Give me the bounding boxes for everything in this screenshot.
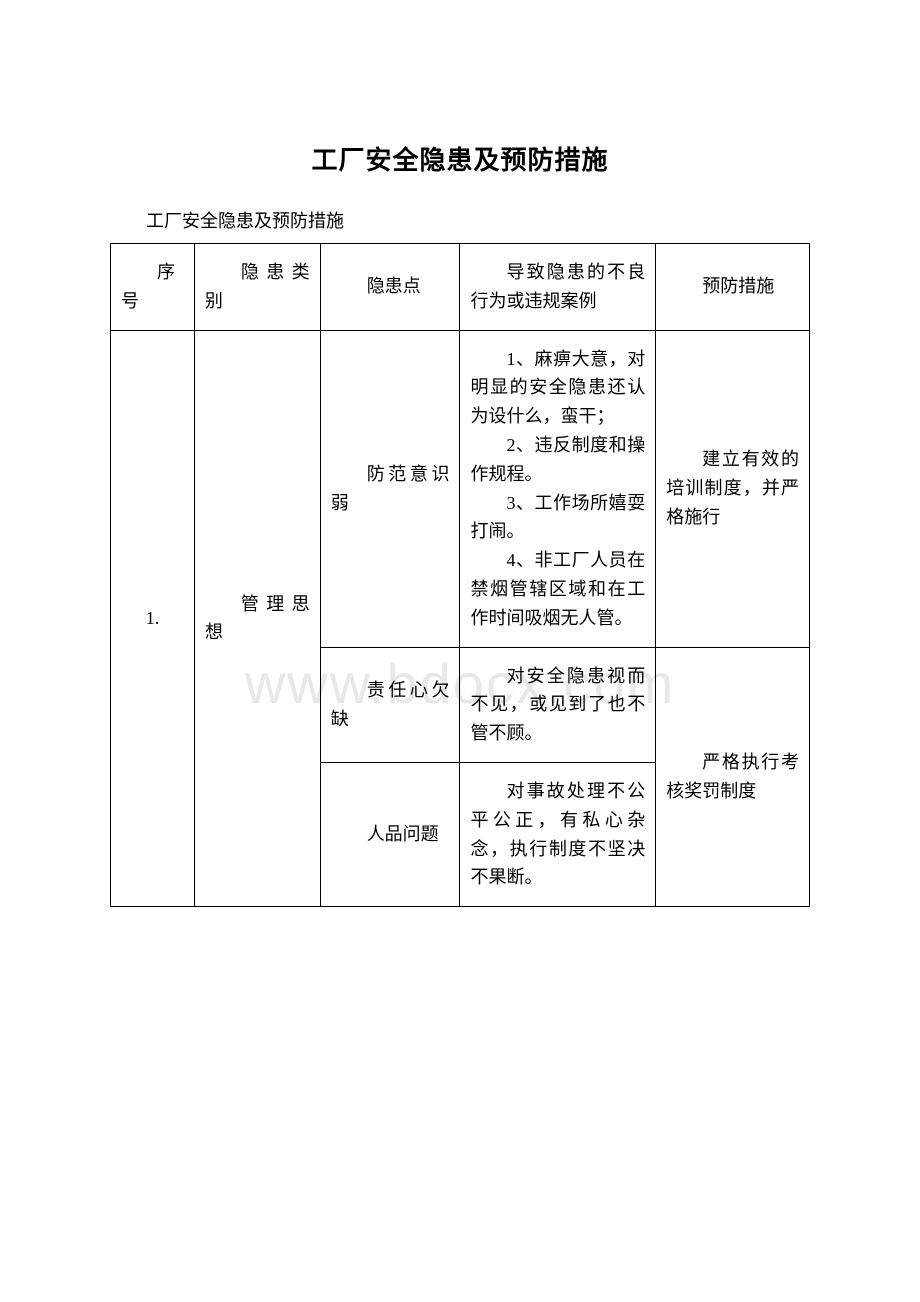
cell-point: 防范意识弱 <box>320 330 460 647</box>
header-point: 隐患点 <box>320 244 460 331</box>
table-header-row: 序号 隐患类别 隐患点 导致隐患的不良行为或违规案例 预防措施 <box>111 244 810 331</box>
hazard-table: 序号 隐患类别 隐患点 导致隐患的不良行为或违规案例 预防措施 1. 管理思想 … <box>110 243 810 907</box>
cell-point: 人品问题 <box>320 762 460 906</box>
cell-category: 管理思想 <box>194 330 320 907</box>
subtitle-text: 工厂安全隐患及预防措施 <box>110 207 810 233</box>
header-seq: 序号 <box>111 244 195 331</box>
cell-seq: 1. <box>111 330 195 907</box>
table-row: 1. 管理思想 防范意识弱 1、麻痹大意，对明显的安全隐患还认为设什么，蛮干； … <box>111 330 810 647</box>
cell-cases: 1、麻痹大意，对明显的安全隐患还认为设什么，蛮干； 2、违反制度和操作规程。 3… <box>460 330 656 647</box>
header-measure: 预防措施 <box>656 244 810 331</box>
cell-measure: 严格执行考核奖罚制度 <box>656 647 810 907</box>
header-cases: 导致隐患的不良行为或违规案例 <box>460 244 656 331</box>
cell-point: 责任心欠缺 <box>320 647 460 762</box>
header-category: 隐患类别 <box>194 244 320 331</box>
cell-measure: 建立有效的培训制度，并严格施行 <box>656 330 810 647</box>
cell-cases: 对事故处理不公平公正，有私心杂念，执行制度不坚决不果断。 <box>460 762 656 906</box>
cell-cases: 对安全隐患视而不见，或见到了也不管不顾。 <box>460 647 656 762</box>
page-title: 工厂安全隐患及预防措施 <box>110 140 810 177</box>
